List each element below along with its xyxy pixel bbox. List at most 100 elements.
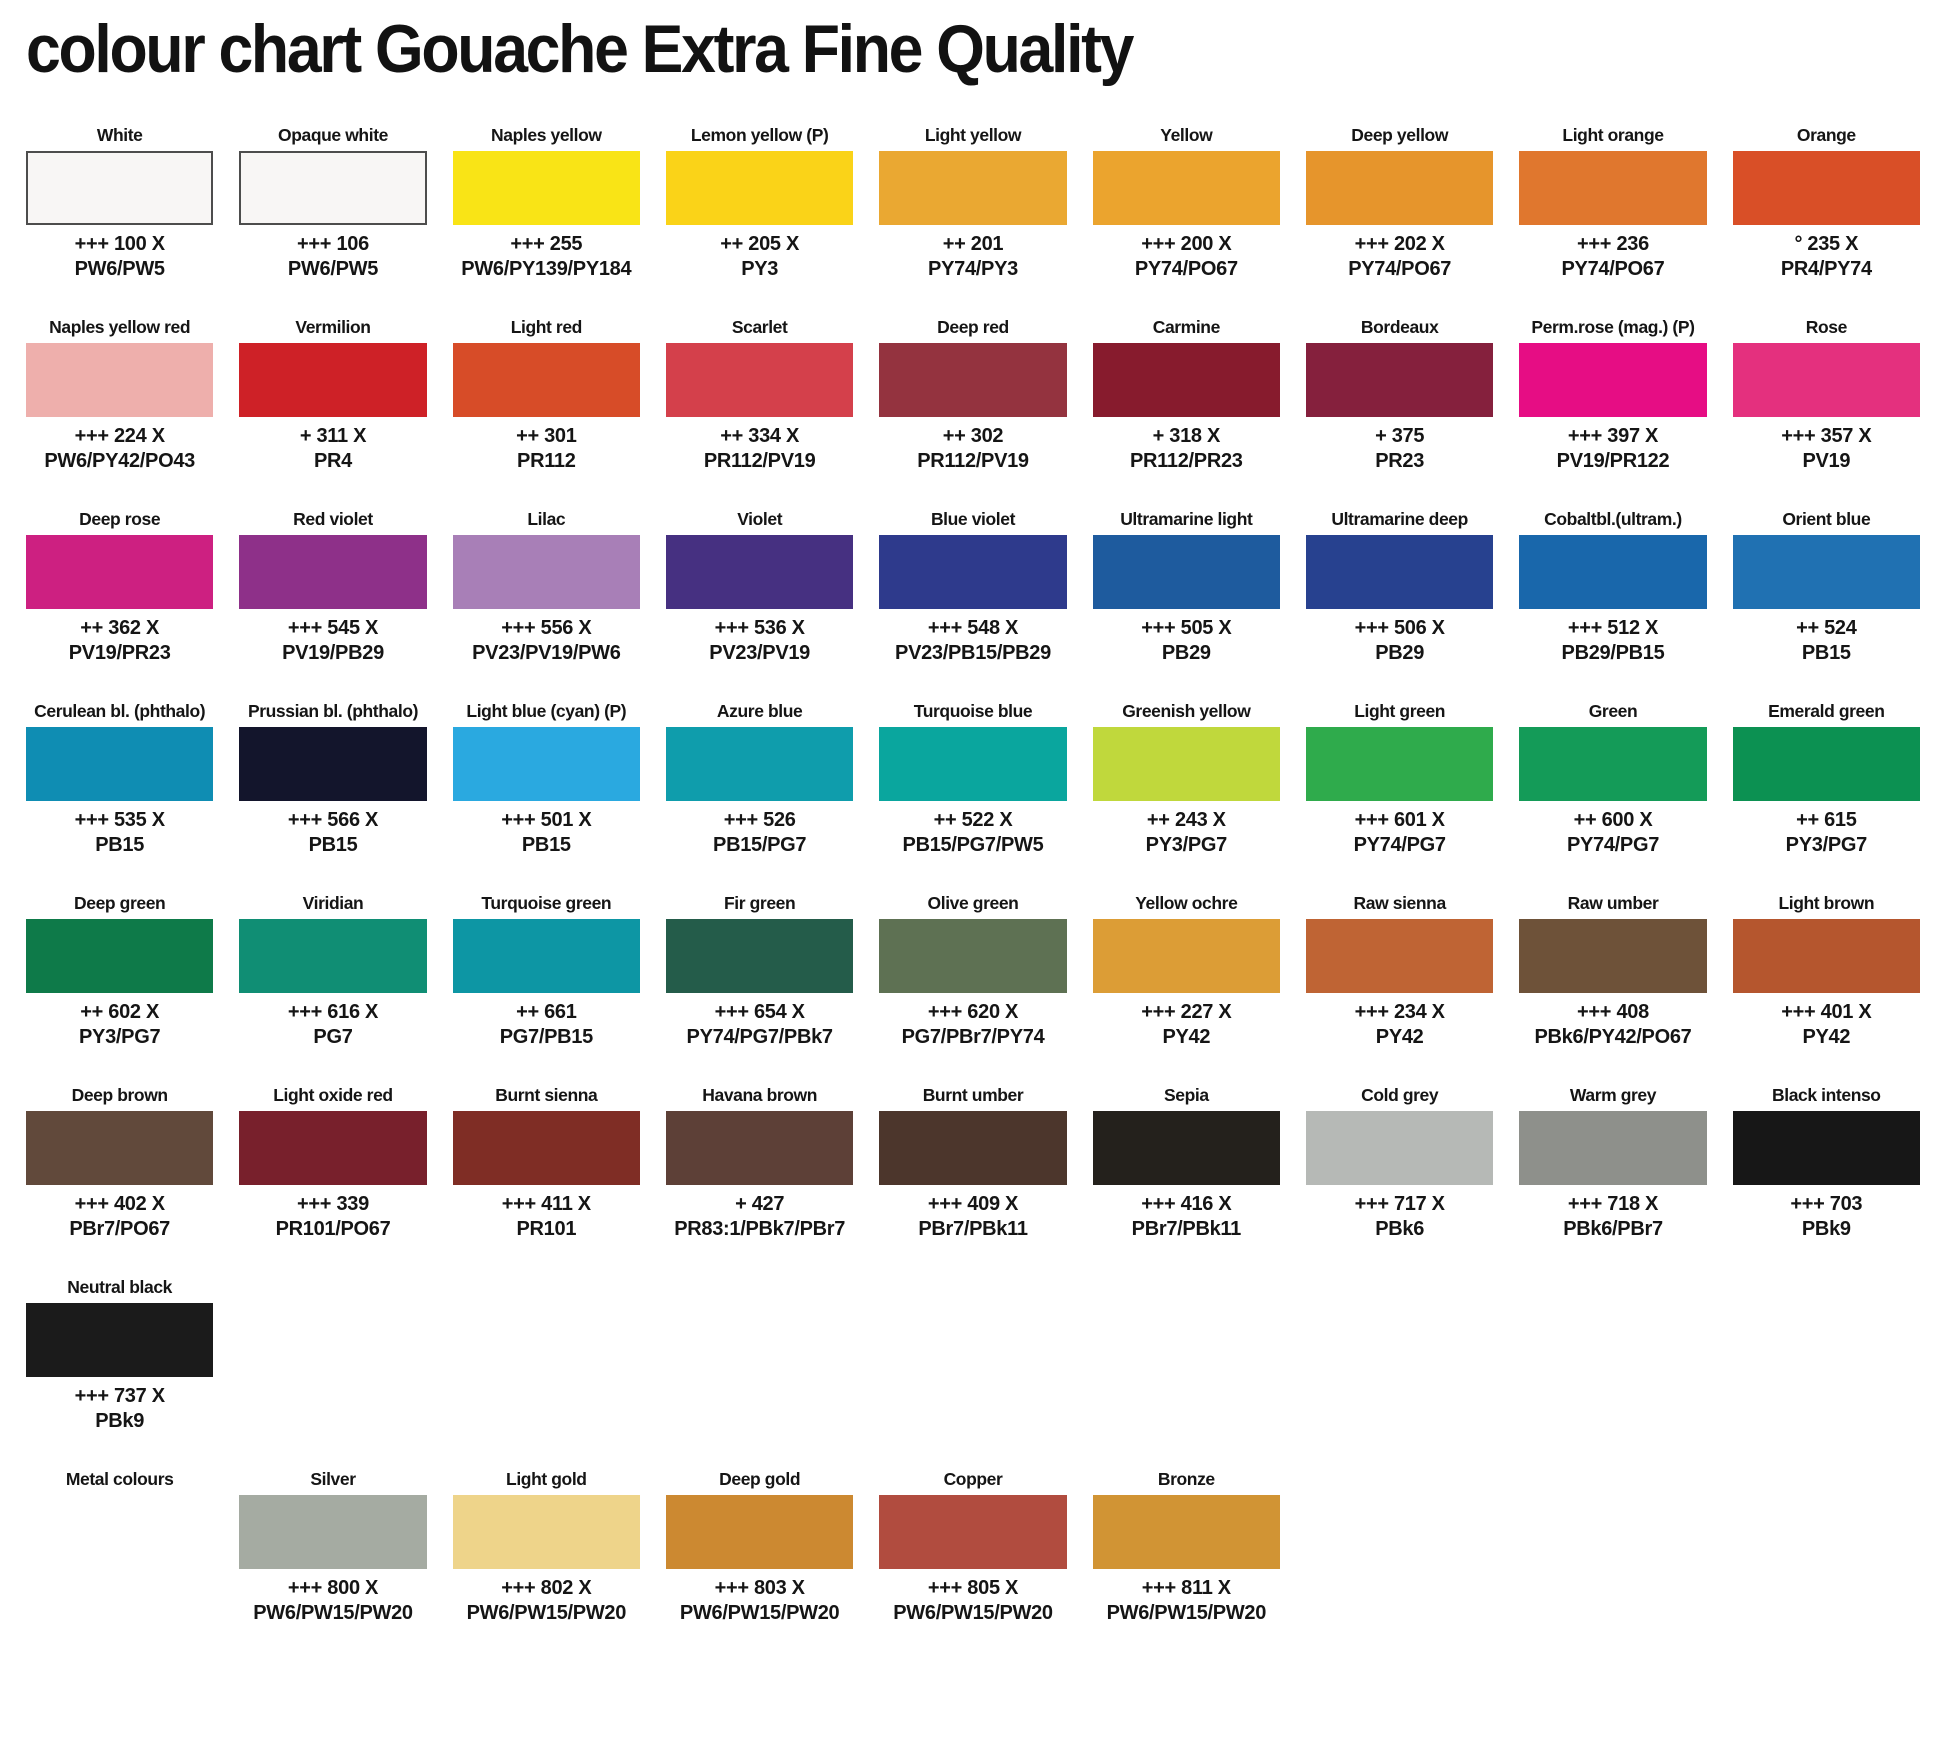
colour-swatch — [665, 151, 854, 225]
colour-name: Deep brown — [71, 1085, 169, 1105]
colour-cell: Ultramarine deep +++ 506 X PB29 — [1305, 508, 1494, 666]
colour-swatch — [239, 727, 427, 801]
colour-name: Red violet — [293, 509, 373, 529]
pigment-code: PV23/PV19/PW6 — [472, 642, 621, 664]
colour-swatch — [26, 343, 214, 417]
colour-name: Bordeaux — [1360, 317, 1439, 337]
colour-cell: Light brown +++ 401 X PY42 — [1732, 892, 1920, 1050]
colour-cell: Silver +++ 800 X PW6/PW15/PW20 — [239, 1468, 427, 1626]
colour-code: +++ 654 X — [714, 1001, 805, 1023]
colour-swatch — [879, 343, 1067, 417]
pigment-code: PY42 — [1162, 1026, 1211, 1048]
colour-cell: Orient blue ++ 524 PB15 — [1732, 508, 1920, 666]
colour-row: Deep brown +++ 402 X PBr7/PO67 Light oxide … — [26, 1084, 1920, 1242]
colour-swatch — [1305, 919, 1494, 993]
colour-cell: Raw umber +++ 408 PBk6/PY42/PO67 — [1519, 892, 1707, 1050]
colour-name: Raw sienna — [1353, 893, 1447, 913]
empty-cell — [1306, 1276, 1493, 1434]
colour-swatch — [879, 727, 1067, 801]
colour-name: Lilac — [527, 509, 566, 529]
colour-cell: Scarlet ++ 334 X PR112/PV19 — [665, 316, 854, 474]
colour-code: ++ 243 X — [1146, 809, 1226, 831]
pigment-code: PW6/PW15/PW20 — [893, 1602, 1053, 1624]
colour-name: Emerald green — [1768, 701, 1885, 721]
colour-chart-grid: White +++ 100 X PW6/PW5 Opaque white +++ 106… — [0, 124, 1946, 1626]
pigment-code: PY3/PG7 — [1145, 834, 1228, 856]
colour-name: Deep gold — [719, 1469, 801, 1489]
colour-cell: Deep brown +++ 402 X PBr7/PO67 — [26, 1084, 214, 1242]
colour-swatch — [665, 1111, 854, 1185]
pigment-code: PW6/PY139/PY184 — [461, 258, 632, 280]
colour-name: Vermilion — [295, 317, 371, 337]
empty-cell — [1093, 1276, 1280, 1434]
empty-cell — [1519, 1276, 1706, 1434]
colour-name: Yellow ochre — [1135, 893, 1238, 913]
colour-name: Ultramarine deep — [1331, 509, 1468, 529]
pigment-code: PB15/PG7/PW5 — [902, 834, 1044, 856]
colour-name: Carmine — [1152, 317, 1221, 337]
colour-swatch — [1305, 1111, 1494, 1185]
colour-swatch — [665, 343, 854, 417]
colour-cell: Light orange +++ 236 PY74/PO67 — [1519, 124, 1707, 282]
metal-colours-label-cell: Metal colours — [26, 1468, 213, 1626]
colour-cell: Cold grey +++ 717 X PBk6 — [1305, 1084, 1494, 1242]
colour-name: Turquoise blue — [913, 701, 1033, 721]
colour-swatch — [1092, 1111, 1280, 1185]
pigment-code: PW6/PW15/PW20 — [253, 1602, 413, 1624]
pigment-code: PY3 — [741, 258, 779, 280]
colour-name: Light oxide red — [273, 1085, 393, 1105]
pigment-code: PY74/PO67 — [1348, 258, 1452, 280]
colour-name: Orient blue — [1782, 509, 1871, 529]
colour-swatch — [1732, 151, 1920, 225]
colour-name: Perm.rose (mag.) (P) — [1531, 317, 1695, 337]
colour-name: Opaque white — [278, 125, 388, 145]
pigment-code: PR112/PV19 — [917, 450, 1029, 472]
pigment-code: PBr7/PO67 — [69, 1218, 171, 1240]
colour-swatch — [879, 1495, 1067, 1569]
colour-row: White +++ 100 X PW6/PW5 Opaque white +++ 106… — [26, 124, 1920, 282]
colour-cell: Turquoise blue ++ 522 X PB15/PG7/PW5 — [879, 700, 1067, 858]
pigment-code: PY74/PY3 — [928, 258, 1018, 280]
colour-name: Prussian bl. (phthalo) — [247, 701, 419, 721]
colour-name: Violet — [737, 509, 783, 529]
colour-cell: Light gold +++ 802 X PW6/PW15/PW20 — [452, 1468, 640, 1626]
colour-swatch — [1732, 1111, 1920, 1185]
colour-cell: Deep red ++ 302 PR112/PV19 — [879, 316, 1067, 474]
pigment-code: PY42 — [1802, 1026, 1851, 1048]
colour-swatch — [239, 535, 427, 609]
colour-code: +++ 620 X — [927, 1001, 1019, 1023]
empty-cell — [1733, 1276, 1920, 1434]
colour-name: Deep red — [937, 317, 1009, 337]
colour-name: Deep green — [74, 893, 166, 913]
colour-swatch — [26, 535, 214, 609]
colour-name: Light brown — [1778, 893, 1875, 913]
colour-cell: Light oxide red +++ 339 PR101/PO67 — [239, 1084, 427, 1242]
pigment-code: PY74/PG7 — [1566, 834, 1660, 856]
colour-cell: Turquoise green ++ 661 PG7/PB15 — [452, 892, 640, 1050]
colour-cell: Bordeaux + 375 PR23 — [1305, 316, 1494, 474]
colour-cell: Warm grey +++ 718 X PBk6/PBr7 — [1519, 1084, 1707, 1242]
pigment-code: PB15 — [95, 834, 145, 856]
colour-name: Warm grey — [1569, 1085, 1657, 1105]
colour-code: ++ 615 — [1796, 809, 1857, 831]
colour-code: ++ 600 X — [1573, 809, 1653, 831]
colour-code: +++ 234 X — [1354, 1001, 1445, 1023]
pigment-code: PB15 — [308, 834, 358, 856]
colour-swatch — [26, 1111, 214, 1185]
colour-code: +++ 408 — [1577, 1001, 1649, 1023]
colour-name: Light orange — [1562, 125, 1664, 145]
colour-row: Cerulean bl. (phthalo) +++ 535 X PB15 Pruss… — [26, 700, 1920, 858]
colour-name: Havana brown — [702, 1085, 818, 1105]
pigment-code: PY74/PG7/PBk7 — [686, 1026, 834, 1048]
colour-code: +++ 556 X — [501, 617, 592, 639]
pigment-code: PBr7/PBk11 — [918, 1218, 1028, 1240]
colour-cell: Burnt umber +++ 409 X PBr7/PBk11 — [879, 1084, 1067, 1242]
colour-swatch — [26, 151, 214, 225]
colour-row: Metal colours Silver +++ 800 X PW6/PW15/PW2… — [26, 1468, 1920, 1626]
colour-code: +++ 505 X — [1141, 617, 1232, 639]
colour-code: ++ 201 — [942, 233, 1004, 255]
colour-cell: Black intenso +++ 703 PBk9 — [1732, 1084, 1920, 1242]
colour-swatch — [1519, 727, 1707, 801]
colour-row: Neutral black +++ 737 X PBk9 — [26, 1276, 1920, 1434]
colour-code: +++ 402 X — [74, 1193, 165, 1215]
